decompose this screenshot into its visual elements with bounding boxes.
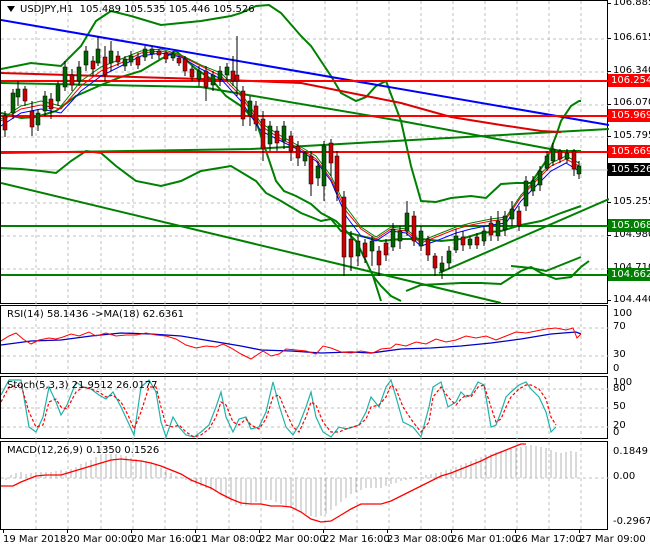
time-tick-label: 26 Mar 17:00 — [515, 534, 582, 545]
price-tick: 106.885 — [613, 0, 650, 8]
price-tick: 104.980 — [613, 229, 650, 240]
price-tick: 104.710 — [613, 263, 650, 273]
rsi-tick: 100 — [613, 308, 633, 319]
time-tick-label: 19 Mar 2018 — [3, 534, 67, 545]
stoch-tick: 50 — [613, 401, 626, 412]
candles — [2, 36, 582, 279]
rsi-tick: 30 — [613, 349, 626, 360]
stochastic-panel[interactable]: Stoch(5,3,3) 21.9512 26.0177 — [0, 376, 609, 440]
ohlc-values: 105.489 105.535 105.446 105.526 — [79, 4, 255, 15]
level-tag-red: 105.969 — [608, 109, 650, 122]
rsi-panel[interactable]: RSI(14) 58.1436 ->MA(18) 62.6361 — [0, 305, 609, 375]
level-tag-red: 105.669 — [608, 145, 650, 158]
rsi-tick: 70 — [613, 321, 626, 332]
level-tag-green: 104.662 — [608, 268, 650, 281]
symbol-label: USDJPY,H1 — [20, 4, 74, 15]
time-tick-label: 26 Mar 01:00 — [451, 534, 518, 545]
level-tag-red: 106.254 — [608, 74, 650, 87]
price-tick: 106.615 — [613, 32, 650, 43]
price-tick: 105.255 — [613, 196, 650, 207]
price-tick: 105.795 — [613, 130, 650, 141]
current-price-tag: 105.526 — [608, 163, 650, 176]
price-chart-canvas — [1, 1, 609, 305]
time-tick-label: 21 Mar 08:00 — [195, 534, 262, 545]
time-tick-label: 20 Mar 00:00 — [67, 534, 134, 545]
time-tick-label: 22 Mar 16:00 — [323, 534, 390, 545]
rsi-title: RSI(14) 58.1436 ->MA(18) 62.6361 — [7, 309, 184, 320]
price-tick: 104.440 — [613, 294, 650, 305]
time-tick-label: 22 Mar 00:00 — [259, 534, 326, 545]
price-tick: 106.340 — [613, 65, 650, 76]
price-chart-panel[interactable]: USDJPY,H1 105.489 105.535 105.446 105.52… — [0, 0, 609, 305]
macd-tick: -0.2967 — [613, 516, 650, 527]
dropdown-triangle-icon[interactable] — [7, 6, 15, 12]
stoch-tick: 80 — [613, 383, 626, 394]
symbol-header[interactable]: USDJPY,H1 105.489 105.535 105.446 105.52… — [7, 4, 255, 15]
macd-panel[interactable]: MACD(12,26,9) 0.1350 0.1526 — [0, 441, 609, 531]
time-tick-label: 20 Mar 16:00 — [131, 534, 198, 545]
stoch-tick: 0 — [613, 427, 620, 438]
macd-title: MACD(12,26,9) 0.1350 0.1526 — [7, 445, 160, 456]
level-tag-green: 105.068 — [608, 219, 650, 232]
time-tick-label: 23 Mar 08:00 — [387, 534, 454, 545]
stochastic-title: Stoch(5,3,3) 21.9512 26.0177 — [7, 380, 158, 391]
time-tick-label: 27 Mar 09:00 — [579, 534, 646, 545]
stoch-tick: 20 — [613, 420, 626, 431]
macd-canvas — [1, 442, 609, 531]
stoch-tick: 100 — [613, 377, 633, 388]
stochastic-canvas — [1, 377, 609, 440]
macd-tick: 0.1849 — [613, 446, 648, 457]
price-tick: 106.070 — [613, 97, 650, 108]
rsi-tick: 0 — [613, 363, 620, 374]
rsi-canvas — [1, 306, 609, 375]
macd-tick: 0.00 — [613, 471, 636, 482]
